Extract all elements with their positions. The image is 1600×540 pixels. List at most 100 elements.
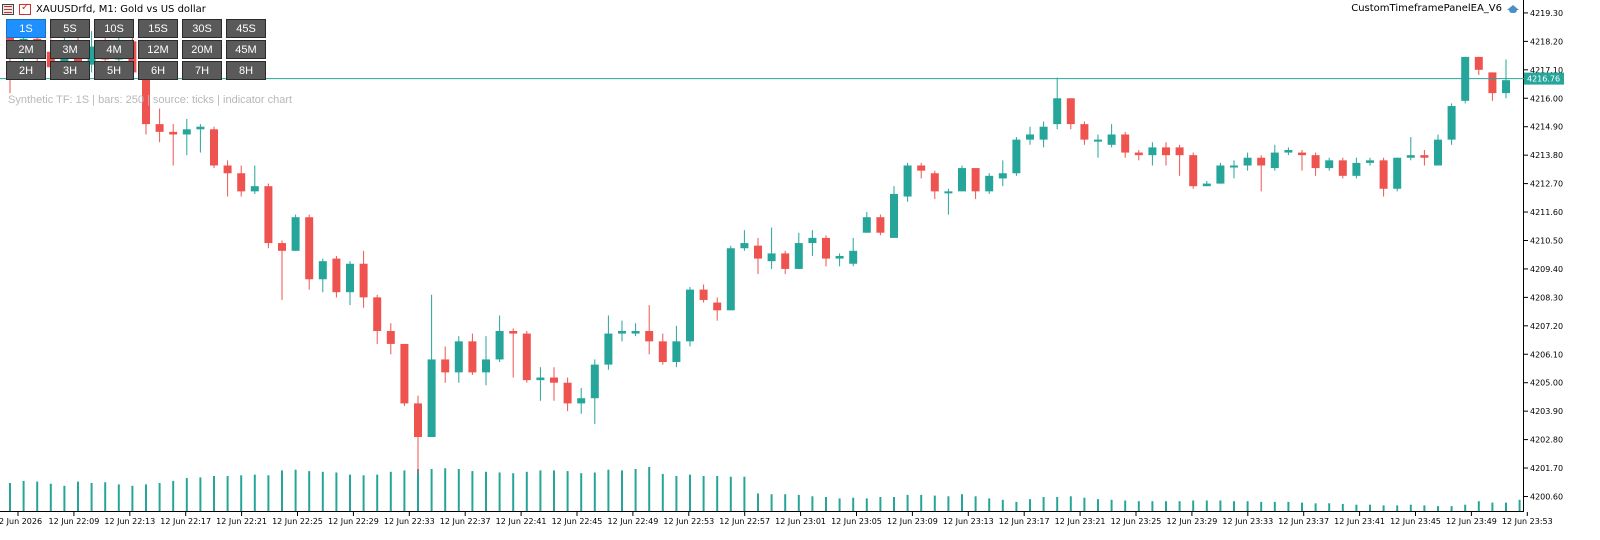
one-click-trading-icon[interactable] xyxy=(19,2,31,15)
candle-body xyxy=(699,289,708,300)
time-tick-label: 12 Jun 2026 xyxy=(0,517,42,526)
tf-button-45m[interactable]: 45M xyxy=(226,40,266,59)
candle-body xyxy=(781,253,790,269)
candle-body xyxy=(318,261,327,280)
price-tick-label: 4213.80 xyxy=(1530,151,1563,160)
time-tick-label: 12 Jun 23:29 xyxy=(1166,517,1217,526)
candle-body xyxy=(686,289,694,342)
candle-body xyxy=(346,263,354,293)
time-tick-label: 12 Jun 22:29 xyxy=(328,517,379,526)
candle-body xyxy=(87,46,96,65)
price-tick-label: 4218.20 xyxy=(1530,37,1563,46)
tf-button-6h[interactable]: 6H xyxy=(138,61,178,80)
tf-button-15s[interactable]: 15S xyxy=(138,19,178,38)
candle-body xyxy=(1039,126,1048,140)
candle-body xyxy=(618,330,626,334)
price-tick-label: 4207.20 xyxy=(1530,322,1563,331)
chart-header: XAUUSDrfd, M1: Gold vs US dollar xyxy=(0,0,206,18)
tf-button-8h[interactable]: 8H xyxy=(226,61,266,80)
synthetic-info-text: Synthetic TF: 1S | bars: 250 | source: t… xyxy=(8,94,293,106)
candle-body xyxy=(767,253,776,262)
tf-button-7h[interactable]: 7H xyxy=(182,61,222,80)
price-tick-label: 4203.90 xyxy=(1530,407,1563,416)
time-axis[interactable]: 12 Jun 2026 12 Jun 22:09 12 Jun 22:13 12 Ju… xyxy=(0,512,1600,540)
candle-body xyxy=(631,330,640,334)
time-tick-label: 12 Jun 22:57 xyxy=(719,517,770,526)
candle-body xyxy=(1107,134,1116,145)
time-tick-label: 12 Jun 23:17 xyxy=(999,517,1050,526)
candle-body xyxy=(386,330,395,344)
expert-advisor-label[interactable]: CustomTimeframePanelEA_V6 xyxy=(1351,3,1520,14)
current-price-tag: 4216.76 xyxy=(1524,72,1564,85)
candle-body xyxy=(1270,152,1279,169)
candle-body xyxy=(373,297,382,331)
candle-body xyxy=(359,263,368,298)
candle-body xyxy=(903,165,912,197)
candle-body xyxy=(658,341,667,363)
candle-body xyxy=(1026,134,1034,140)
candle-body xyxy=(468,341,477,373)
candle-body xyxy=(563,382,572,404)
candle-body xyxy=(522,333,531,381)
candle-body xyxy=(944,191,953,194)
candle-body xyxy=(985,175,994,192)
tf-button-2h[interactable]: 2H xyxy=(6,61,46,80)
timeframe-panel: 1S 5S 10S 15S 30S 45S 2M 3M 4M 12M 20M 45M 2H 3H 5H 6H 7… xyxy=(6,19,266,80)
candle-body xyxy=(495,330,504,360)
candle-body xyxy=(1338,160,1347,176)
tf-button-12m[interactable]: 12M xyxy=(138,40,178,59)
candle-body xyxy=(1053,98,1062,125)
tf-button-1s[interactable]: 1S xyxy=(6,19,46,38)
candle-body xyxy=(1366,160,1374,163)
candle-body xyxy=(414,403,422,438)
tf-button-5h[interactable]: 5H xyxy=(94,61,134,80)
time-tick-label: 12 Jun 22:49 xyxy=(607,517,658,526)
candle-body xyxy=(672,341,681,363)
candle-body xyxy=(1311,155,1320,169)
candle-body xyxy=(169,131,178,135)
chart-menu-icon[interactable] xyxy=(2,3,14,15)
time-tick-label: 12 Jun 23:37 xyxy=(1278,517,1329,526)
candle-body xyxy=(1189,155,1198,187)
candle-body xyxy=(196,126,205,130)
candle-body xyxy=(1162,147,1170,156)
candle-body xyxy=(1325,160,1334,169)
candle-body xyxy=(1502,80,1510,94)
tf-button-5s[interactable]: 5S xyxy=(50,19,90,38)
time-tick-label: 12 Jun 23:25 xyxy=(1111,517,1162,526)
price-tick-label: 4217.10 xyxy=(1530,66,1563,75)
tf-button-2m[interactable]: 2M xyxy=(6,40,46,59)
candle-body xyxy=(835,256,844,259)
candle-body xyxy=(550,377,558,383)
tf-button-45s[interactable]: 45S xyxy=(226,19,266,38)
time-tick-label: 12 Jun 22:25 xyxy=(272,517,323,526)
candle-body xyxy=(155,124,164,132)
candle-body xyxy=(305,217,314,280)
tf-button-3h[interactable]: 3H xyxy=(50,61,90,80)
graduation-cap-icon xyxy=(1506,4,1520,14)
tf-button-30s[interactable]: 30S xyxy=(182,19,222,38)
time-tick-label: 12 Jun 23:33 xyxy=(1222,517,1273,526)
current-price-tag-bg xyxy=(1524,72,1564,85)
candle-body xyxy=(849,250,858,264)
time-tick-label: 12 Jun 22:17 xyxy=(160,517,211,526)
candle-body xyxy=(862,217,871,233)
candle-body xyxy=(822,237,830,259)
price-tick-label: 4206.10 xyxy=(1530,350,1563,359)
candle-body xyxy=(740,243,749,249)
candle-body xyxy=(427,359,436,438)
candle-body xyxy=(971,168,980,192)
tf-button-20m[interactable]: 20M xyxy=(182,40,222,59)
tf-button-3m[interactable]: 3M xyxy=(50,40,90,59)
tf-button-4m[interactable]: 4M xyxy=(94,40,134,59)
candle-body xyxy=(808,237,817,244)
price-tick-label: 4209.40 xyxy=(1530,265,1563,274)
tf-button-10s[interactable]: 10S xyxy=(94,19,134,38)
candle-body xyxy=(958,168,966,192)
candle-body xyxy=(1066,98,1075,125)
candle-body xyxy=(1434,139,1442,166)
price-axis[interactable]: 4219.30 4218.20 4217.10 4216.00 4214.90 4213.… xyxy=(1524,0,1600,512)
candle-body xyxy=(713,302,722,311)
time-tick-label: 12 Jun 22:09 xyxy=(48,517,99,526)
candle-body xyxy=(250,186,259,192)
